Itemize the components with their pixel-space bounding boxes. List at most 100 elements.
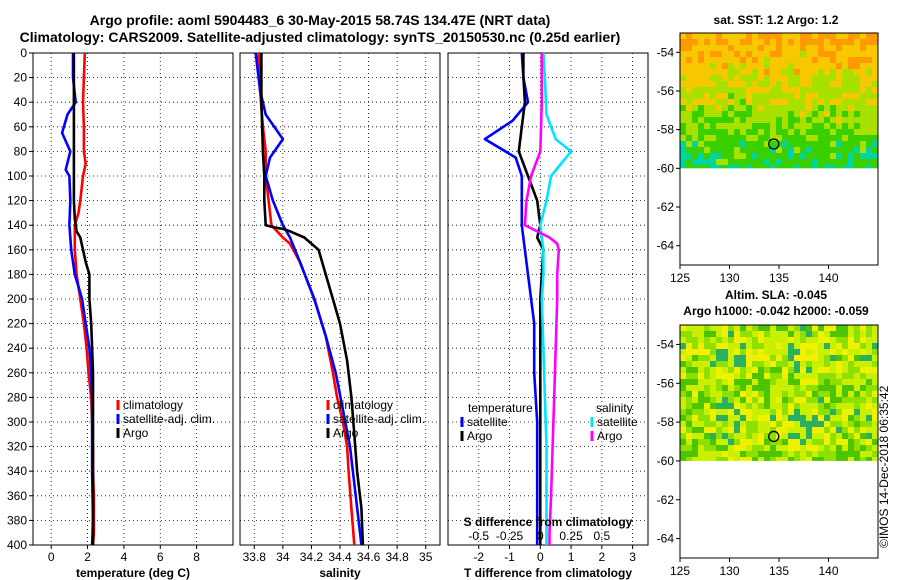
map-cell [818, 39, 824, 45]
map-cell [788, 409, 794, 415]
map-cell [776, 135, 782, 141]
x-tick-label: 34.8 [385, 550, 409, 564]
map-cell [758, 421, 764, 427]
map-cell [860, 33, 866, 39]
map-cell [818, 159, 824, 165]
map-cell [818, 153, 824, 159]
map-cell [830, 391, 836, 397]
map-cell [746, 439, 752, 445]
map-cell [848, 39, 854, 45]
map-cell [698, 427, 704, 433]
map-cell [716, 451, 722, 457]
y-tick-label: 200 [7, 292, 27, 306]
map-cell [794, 87, 800, 93]
map-x-tick-label: 130 [719, 271, 739, 285]
map-cell [788, 105, 794, 111]
map-cell [836, 33, 842, 39]
map-cell [686, 421, 692, 427]
map-cell [758, 129, 764, 135]
map-cell [770, 391, 776, 397]
map-cell [764, 51, 770, 57]
map-cell [842, 391, 848, 397]
map-cell [770, 367, 776, 373]
map-cell [692, 39, 698, 45]
map-cell [776, 457, 782, 461]
map-cell [746, 117, 752, 123]
map-cell [824, 379, 830, 385]
map-cell [752, 33, 758, 39]
map-cell [734, 337, 740, 343]
map-cell [806, 87, 812, 93]
map-cell [842, 39, 848, 45]
map-cell [776, 33, 782, 39]
difference-panel: -2 -1 0 1 2 3T difference from climatologytem… [447, 52, 649, 580]
map-cell [782, 331, 788, 337]
map-cell [734, 451, 740, 457]
map-cell [752, 391, 758, 397]
map-cell [752, 57, 758, 63]
map-cell [728, 421, 734, 427]
map-cell [854, 331, 860, 337]
map-cell [794, 39, 800, 45]
map-cell [788, 123, 794, 129]
map-cell [770, 373, 776, 379]
map-cell [872, 147, 878, 153]
map-cell [824, 427, 830, 433]
map-cell [740, 397, 746, 403]
y-tick-label: 120 [7, 194, 27, 208]
map-cell [800, 325, 806, 331]
map-cell [764, 33, 770, 39]
map-cell [818, 135, 824, 141]
map-cell [806, 93, 812, 99]
map-cell [752, 355, 758, 361]
legend-label: satellite-adj. clim. [333, 412, 425, 426]
map-cell [800, 153, 806, 159]
map-cell [818, 81, 824, 87]
map-cell [872, 331, 878, 337]
map-cell [686, 117, 692, 123]
map-cell [698, 355, 704, 361]
map-cell [800, 33, 806, 39]
map-cell [854, 325, 860, 331]
map-cell [746, 159, 752, 165]
map-cell [782, 451, 788, 457]
map-cell [776, 373, 782, 379]
map-cell [680, 433, 686, 439]
map-cell [806, 45, 812, 51]
map-cell [776, 349, 782, 355]
map-cell [758, 355, 764, 361]
map-cell [812, 445, 818, 451]
map-cell [788, 45, 794, 51]
map-cell [872, 45, 878, 51]
map-cell [752, 373, 758, 379]
map-cell [848, 421, 854, 427]
map-cell [860, 385, 866, 391]
map-cell [740, 325, 746, 331]
map-cell [824, 361, 830, 367]
map-cell [806, 63, 812, 69]
map-cell [854, 51, 860, 57]
map-cell [830, 343, 836, 349]
map-cell [830, 45, 836, 51]
sla-map-subtitle: Argo h1000: -0.042 h2000: -0.059 [683, 304, 869, 318]
map-cell [746, 105, 752, 111]
map-cell [824, 129, 830, 135]
map-cell [782, 379, 788, 385]
map-cell [740, 331, 746, 337]
map-cell [710, 69, 716, 75]
map-cell [788, 141, 794, 147]
map-cell [818, 75, 824, 81]
map-cell [782, 117, 788, 123]
map-cell [698, 457, 704, 461]
map-cell [830, 105, 836, 111]
map-cell [686, 39, 692, 45]
salinity-x-axis-label: salinity [319, 566, 361, 580]
map-cell [722, 361, 728, 367]
map-cell [752, 129, 758, 135]
map-cell [842, 63, 848, 69]
map-cell [824, 331, 830, 337]
map-cell [746, 87, 752, 93]
map-cell [812, 45, 818, 51]
map-cell [704, 367, 710, 373]
map-cell [782, 63, 788, 69]
